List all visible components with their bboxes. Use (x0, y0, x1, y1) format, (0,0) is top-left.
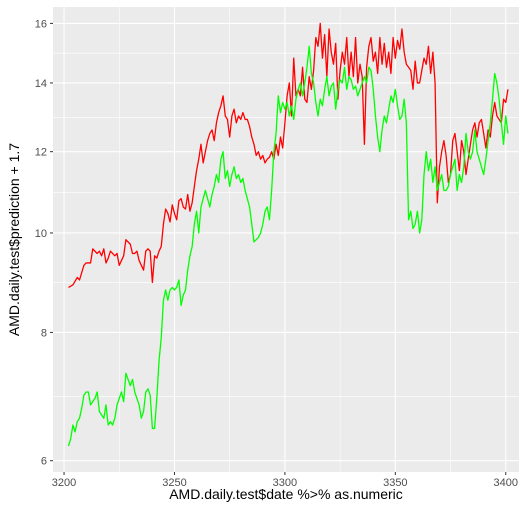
x-tick-label: 3300 (273, 477, 297, 489)
x-tick-label: 3200 (52, 477, 76, 489)
y-tick-labels: 6 8 10 12 14 16 (35, 18, 53, 468)
x-tick-label: 3400 (494, 477, 518, 489)
plot-panel (53, 7, 519, 472)
x-tick-labels: 3200 3250 3300 3350 3400 (52, 472, 518, 489)
y-tick-label: 16 (35, 18, 47, 30)
gridlines (53, 7, 519, 472)
series-line-1 (68, 22, 509, 288)
y-tick-label: 8 (41, 327, 47, 339)
y-tick-label: 12 (35, 147, 47, 159)
y-axis-title: AMD.daily.test$prediction + 1.7 (6, 143, 22, 336)
y-tick-label: 10 (35, 228, 47, 240)
series-lines (67, 22, 509, 447)
series-line-2 (67, 45, 509, 447)
y-tick-label: 14 (35, 78, 47, 90)
x-tick-label: 3350 (383, 477, 407, 489)
y-tick-label: 6 (41, 456, 47, 468)
x-axis-title: AMD.daily.test$date %>% as.numeric (169, 486, 403, 502)
x-tick-label: 3250 (162, 477, 186, 489)
